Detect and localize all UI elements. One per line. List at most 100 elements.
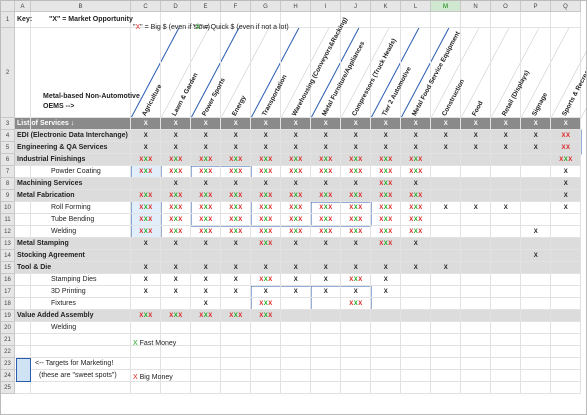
cell	[161, 382, 191, 394]
targets-line2: (these are "sweet spots")	[39, 372, 117, 379]
market-mark: X	[203, 265, 209, 271]
cell	[371, 262, 401, 274]
cell	[431, 178, 461, 190]
cell	[15, 154, 31, 166]
market-mark: XXX	[409, 229, 423, 235]
cell	[371, 370, 401, 382]
cell	[311, 358, 341, 370]
cell	[31, 202, 131, 214]
market-mark: XXX	[229, 229, 243, 235]
service-label: Welding	[51, 324, 77, 331]
market-mark: X	[533, 121, 539, 127]
cell	[31, 358, 131, 370]
cell	[281, 298, 311, 310]
cell	[311, 238, 341, 250]
market-mark: XXX	[199, 193, 213, 199]
market-mark: XXX	[199, 229, 213, 235]
cell	[161, 298, 191, 310]
cell	[341, 238, 371, 250]
cell	[461, 274, 491, 286]
market-mark: X	[323, 181, 329, 187]
market-mark: X	[143, 289, 149, 295]
market-mark: X	[293, 277, 299, 283]
column-letter: J	[341, 1, 371, 12]
cell	[371, 358, 401, 370]
cell	[251, 166, 281, 178]
cell	[131, 142, 161, 154]
cell	[191, 166, 221, 178]
market-mark: X	[233, 289, 239, 295]
cell	[221, 202, 251, 214]
cell	[341, 190, 371, 202]
cell	[161, 262, 191, 274]
market-mark: X	[173, 133, 179, 139]
market-mark: XXX	[169, 169, 183, 175]
market-mark: XXX	[319, 169, 333, 175]
cell	[461, 202, 491, 214]
cell	[521, 262, 551, 274]
market-mark: X	[203, 241, 209, 247]
cell	[311, 142, 341, 154]
cell	[15, 166, 31, 178]
market-mark: XXX	[289, 157, 303, 163]
cell	[281, 370, 311, 382]
market-mark: XXX	[409, 157, 423, 163]
cell	[161, 274, 191, 286]
cell	[281, 238, 311, 250]
cell	[15, 214, 31, 226]
market-mark: X	[383, 265, 389, 271]
cell	[15, 286, 31, 298]
cell	[221, 178, 251, 190]
market-mark: X	[263, 289, 269, 295]
row-number: 14	[1, 250, 15, 262]
cell	[401, 382, 431, 394]
cell	[521, 142, 551, 154]
cell	[311, 322, 341, 334]
cell	[161, 142, 191, 154]
cell	[551, 322, 581, 334]
cell	[491, 142, 521, 154]
cell	[131, 250, 161, 262]
cell	[341, 322, 371, 334]
cell	[31, 310, 131, 322]
market-mark: X	[203, 121, 209, 127]
cell	[131, 12, 161, 28]
cell	[371, 310, 401, 322]
cell	[491, 262, 521, 274]
cell	[31, 28, 131, 118]
row-number: 12	[1, 226, 15, 238]
cell	[521, 298, 551, 310]
cell	[281, 178, 311, 190]
cell	[161, 166, 191, 178]
cell	[161, 250, 191, 262]
cell	[191, 382, 221, 394]
cell	[31, 12, 131, 28]
market-mark: X	[293, 265, 299, 271]
market-mark: X	[233, 181, 239, 187]
cell	[431, 274, 461, 286]
cell	[251, 334, 281, 346]
cell	[311, 130, 341, 142]
cell	[461, 154, 491, 166]
cell	[251, 178, 281, 190]
cell	[341, 250, 371, 262]
market-mark: X	[383, 289, 389, 295]
key-market: "X" = Market Opportunity	[49, 16, 133, 23]
cell	[131, 166, 161, 178]
cell	[191, 130, 221, 142]
market-mark: X	[563, 205, 569, 211]
cell	[491, 250, 521, 262]
cell	[31, 262, 131, 274]
column-letter: M	[431, 1, 461, 12]
market-mark: XXX	[259, 193, 273, 199]
cell	[31, 334, 131, 346]
market-mark: XXX	[349, 301, 363, 307]
market-mark: XXX	[259, 229, 273, 235]
cell	[491, 334, 521, 346]
column-letter: O	[491, 1, 521, 12]
cell	[551, 346, 581, 358]
market-mark: X	[173, 241, 179, 247]
service-label: Industrial Finishings	[17, 156, 86, 163]
cell	[191, 274, 221, 286]
market-mark: X	[143, 133, 149, 139]
